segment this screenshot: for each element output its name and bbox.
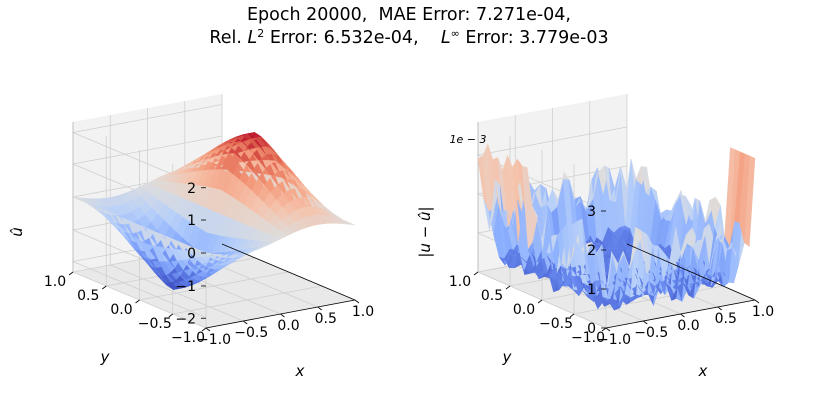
y-tick-mark — [168, 313, 173, 318]
x-tick-mark — [754, 299, 760, 304]
z-tick-label: −1 — [175, 279, 196, 295]
title-linf-exponent: ∞ — [450, 27, 460, 40]
y-axis-label: y — [502, 348, 513, 366]
y-tick-mark — [601, 327, 607, 332]
y-axis-label: y — [100, 348, 111, 366]
y-tick-mark — [135, 299, 140, 304]
y-tick-label: 0.5 — [77, 288, 99, 304]
x-tick-mark — [680, 313, 685, 318]
z-tick-label: 2 — [587, 243, 596, 259]
title-linf-value: Error: 3.779e-03 — [459, 28, 609, 48]
z-tick-label: 2 — [187, 181, 196, 197]
x-tick-mark — [643, 320, 648, 325]
y-tick-label: −0.5 — [539, 316, 573, 332]
y-tick-mark — [505, 285, 511, 290]
z-axis-label: |u − û| — [416, 206, 434, 257]
z-tick-label: 3 — [587, 204, 596, 220]
x-axis-label: x — [698, 362, 708, 380]
title-line-1: Epoch 20000, MAE Error: 7.271e-04, — [246, 5, 571, 25]
x-tick-label: 0.5 — [715, 311, 737, 327]
z-tick-label: 1 — [587, 282, 596, 298]
y-tick-mark — [102, 285, 107, 290]
x-tick-mark — [605, 327, 611, 332]
title-l2-value: Error: 6.532e-04, — [264, 28, 441, 48]
z-scale-multiplier: 1e − 3 — [450, 133, 487, 146]
x-tick-mark — [717, 306, 722, 311]
x-tick-label: −0.5 — [234, 325, 268, 341]
y-tick-label: −0.5 — [138, 316, 172, 332]
x-tick-label: 0.0 — [677, 318, 699, 334]
z-axis-label: û — [8, 227, 26, 237]
title-l2-exponent: 2 — [257, 27, 265, 40]
x-tick-mark — [243, 320, 248, 325]
abs-error-surface-plot: −1.0 −0.5 0.0 0.5 1.0−1.0−0.50.00.51.00123xy… — [416, 94, 774, 380]
left-axis-ticks: −1.0 −0.5 0.0 0.5 1.0−1.0−0.50.00.51.0−2−101… — [8, 181, 374, 380]
title-linf-symbol: L — [440, 28, 451, 48]
z-tick-label: 0 — [587, 321, 596, 337]
x-tick-label: 1.0 — [352, 304, 374, 320]
prediction-surface-plot: −1.0 −0.5 0.0 0.5 1.0−1.0−0.50.00.51.0−2−101… — [8, 94, 374, 380]
y-tick-label: −1.0 — [571, 330, 605, 346]
x-tick-mark — [205, 327, 211, 332]
title-line-2: Rel. L2 Error: 6.532e-04, L∞ Error: 3.77… — [0, 27, 818, 50]
x-tick-label: 0.5 — [315, 311, 337, 327]
x-tick-label: −0.5 — [634, 325, 668, 341]
y-tick-mark — [569, 313, 575, 318]
y-tick-label: 1.0 — [449, 274, 471, 290]
z-tick-label: 1 — [187, 213, 196, 229]
y-tick-label: 0.0 — [513, 302, 535, 318]
y-tick-label: −1.0 — [171, 330, 205, 346]
prediction-surface-patch — [342, 219, 356, 226]
figure-title: Epoch 20000, MAE Error: 7.271e-04, Rel. … — [0, 4, 818, 50]
y-tick-label: 0.0 — [110, 302, 132, 318]
x-tick-label: 0.0 — [277, 318, 299, 334]
grid-line — [139, 271, 289, 301]
y-tick-mark — [473, 271, 479, 276]
y-tick-mark — [68, 271, 74, 276]
x-tick-mark — [280, 313, 285, 318]
y-tick-label: 1.0 — [44, 274, 66, 290]
prediction-surface — [72, 132, 356, 290]
y-tick-mark — [201, 327, 207, 332]
title-rel-label: Rel. — [209, 28, 248, 48]
x-tick-mark — [354, 299, 360, 304]
y-tick-mark — [537, 299, 543, 304]
x-tick-label: 1.0 — [752, 304, 774, 320]
right-axis-ticks: −1.0 −0.5 0.0 0.5 1.0−1.0−0.50.00.51.00123xy… — [416, 133, 774, 380]
x-axis-label: x — [295, 362, 305, 380]
title-l2-symbol: L — [247, 28, 258, 48]
x-tick-label: −1.0 — [197, 332, 231, 348]
y-axis-line — [221, 243, 356, 301]
z-tick-label: −2 — [175, 311, 196, 327]
z-tick-label: 0 — [187, 246, 196, 262]
abs-error-surface — [477, 143, 756, 311]
y-tick-label: 0.5 — [481, 288, 503, 304]
x-tick-mark — [317, 306, 322, 311]
abs-error-surface-patch — [744, 155, 756, 247]
y-axis-line — [626, 243, 756, 301]
x-tick-label: −1.0 — [597, 332, 631, 348]
